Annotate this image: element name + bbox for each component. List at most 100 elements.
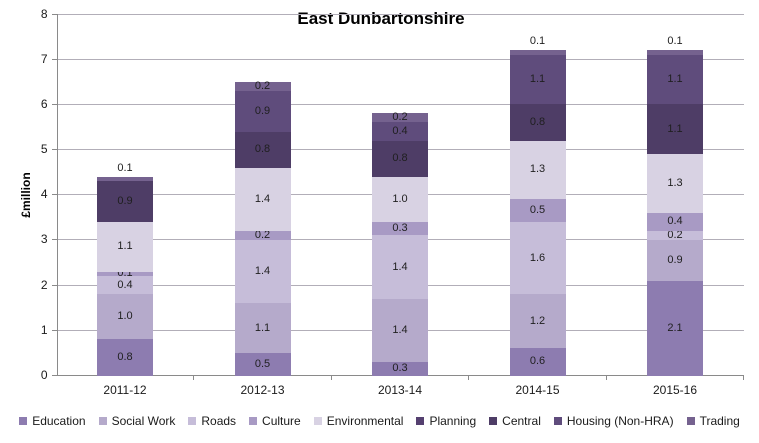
x-axis-tick-label: 2015-16 xyxy=(652,382,698,397)
bar-segment[interactable] xyxy=(372,298,428,362)
bar-segment[interactable] xyxy=(647,230,703,240)
legend-item: Planning xyxy=(416,414,476,428)
bar-segment[interactable] xyxy=(97,221,153,272)
bar-segment[interactable] xyxy=(647,239,703,281)
bar-segment[interactable] xyxy=(234,239,291,304)
plot-area: 0 1 2 3 4 5 6 7 8 0.8 1.0 0.4 0.1 1.1 0.9 0.1 2011-12 0.5… xyxy=(41,7,745,397)
x-axis-tick-label: 2013-14 xyxy=(377,382,423,397)
segment-value-label: 0.8 xyxy=(529,115,546,128)
bar-segment[interactable] xyxy=(509,140,566,200)
segment-value-label: 0.1 xyxy=(529,35,546,48)
bar-segment[interactable] xyxy=(372,140,428,177)
segment-value-label: 0.5 xyxy=(254,357,271,370)
legend-item: Education xyxy=(19,414,86,428)
bar-segment[interactable] xyxy=(647,154,703,213)
bar-segment[interactable] xyxy=(234,90,291,132)
bar-segment[interactable] xyxy=(509,294,566,349)
bar-segment[interactable] xyxy=(234,303,291,353)
legend-item: Housing (Non-HRA) xyxy=(553,414,674,428)
bar-segment[interactable] xyxy=(509,221,566,295)
x-axis-tick xyxy=(330,375,332,380)
legend-label: Social Work xyxy=(111,414,176,428)
bar-segment[interactable] xyxy=(234,131,291,168)
bar-segment[interactable] xyxy=(97,294,153,340)
x-axis-tick xyxy=(605,375,607,380)
segment-value-label: 0.6 xyxy=(529,355,546,368)
segment-value-label: 2.1 xyxy=(667,321,683,334)
bar-segment[interactable] xyxy=(372,176,428,222)
segment-value-label: 1.3 xyxy=(529,163,546,176)
bar-segment[interactable] xyxy=(647,280,703,376)
bar-segment[interactable] xyxy=(97,181,153,222)
legend-label: Central xyxy=(502,414,541,428)
segment-value-label: 0.4 xyxy=(117,278,133,291)
segment-value-label: 1.6 xyxy=(529,251,546,264)
bar-segment[interactable] xyxy=(234,230,291,240)
bar-segment[interactable] xyxy=(234,81,291,91)
bar-segment[interactable] xyxy=(97,271,153,277)
legend-item: Culture xyxy=(249,414,301,428)
bar-segment[interactable] xyxy=(647,50,703,55)
segment-value-label: 1.4 xyxy=(254,192,271,205)
bar-segment[interactable] xyxy=(509,104,566,141)
bar-segment[interactable] xyxy=(509,199,566,222)
y-axis-tick xyxy=(51,329,58,331)
segment-value-label: 1.3 xyxy=(667,176,683,189)
segment-value-label: 0.9 xyxy=(667,253,683,266)
legend-swatch xyxy=(98,417,107,425)
bar-segment[interactable] xyxy=(234,352,291,376)
x-axis-tick-label: 2014-15 xyxy=(515,382,560,397)
legend-item: Trading xyxy=(686,414,740,428)
x-axis-tick xyxy=(468,375,470,380)
x-axis-tick-label: 2011-12 xyxy=(103,382,147,397)
segment-value-label: 1.1 xyxy=(117,240,133,253)
bar-segment[interactable] xyxy=(234,167,291,231)
bar-segment[interactable] xyxy=(647,104,703,155)
segment-value-label: 0.5 xyxy=(529,204,546,217)
legend-label: Education xyxy=(32,414,86,428)
legend-label: Housing (Non-HRA) xyxy=(566,414,674,428)
bar-segment[interactable] xyxy=(509,348,566,376)
bar-segment[interactable] xyxy=(97,176,153,182)
x-axis-tick xyxy=(193,375,195,380)
segment-value-label: 0.2 xyxy=(254,228,271,241)
x-axis-tick xyxy=(743,375,745,380)
legend-item: Social Work xyxy=(98,414,176,428)
y-axis-tick-label: 2 xyxy=(40,277,48,292)
y-axis-tick xyxy=(51,103,58,105)
bar-segment[interactable] xyxy=(372,361,428,376)
gridline xyxy=(57,58,744,60)
bar-segment[interactable] xyxy=(647,54,703,105)
bar-segment[interactable] xyxy=(97,339,153,376)
bar-segment[interactable] xyxy=(97,276,153,295)
y-axis-tick xyxy=(51,239,58,241)
legend-label: Planning xyxy=(429,414,477,428)
bar-segment[interactable] xyxy=(647,212,703,231)
segment-value-label: 0.8 xyxy=(254,143,271,156)
bar-segment[interactable] xyxy=(372,113,428,123)
legend-item: Roads xyxy=(188,414,236,428)
legend-label: Culture xyxy=(262,414,301,428)
bar-segment[interactable] xyxy=(372,235,428,299)
bar-segment[interactable] xyxy=(372,221,428,236)
y-axis-tick-label: 3 xyxy=(40,232,48,247)
y-axis-tick xyxy=(51,149,58,151)
segment-value-label: 1.2 xyxy=(529,314,546,327)
bar-segment[interactable] xyxy=(509,54,566,105)
y-axis-tick-label: 5 xyxy=(40,142,48,157)
legend-swatch xyxy=(489,417,498,425)
bar-segment[interactable] xyxy=(372,122,428,141)
chart-legend: Education Social Work Roads Culture Environm… xyxy=(0,414,759,428)
legend-item: Environmental xyxy=(313,414,403,428)
y-axis-tick xyxy=(51,194,58,196)
gridline xyxy=(57,103,744,105)
legend-label: Roads xyxy=(201,414,237,428)
segment-value-label: 0.9 xyxy=(254,104,271,117)
bar-segment[interactable] xyxy=(509,50,566,55)
legend-swatch xyxy=(188,417,197,425)
gridline xyxy=(57,13,744,15)
segment-value-label: 0.4 xyxy=(667,215,683,228)
segment-value-label: 0.4 xyxy=(392,124,408,137)
y-axis-tick-label: 7 xyxy=(40,51,48,66)
